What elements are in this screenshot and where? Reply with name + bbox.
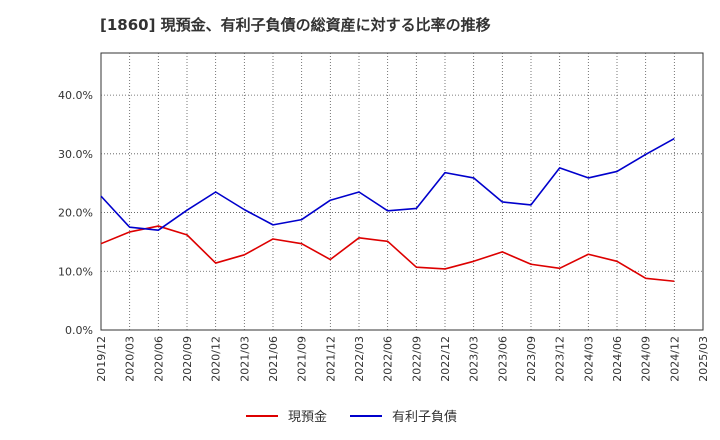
x-tick-label: 2022/09 bbox=[410, 336, 423, 382]
x-tick-label: 2020/09 bbox=[181, 336, 194, 382]
x-tick-label: 2020/06 bbox=[152, 336, 165, 382]
x-tick-label: 2021/06 bbox=[267, 336, 280, 382]
y-tick-label: 0.0% bbox=[65, 324, 93, 337]
x-tick-label: 2021/12 bbox=[324, 336, 337, 382]
x-tick-label: 2019/12 bbox=[95, 336, 108, 382]
x-tick-label: 2023/03 bbox=[468, 336, 481, 382]
x-tick-label: 2020/12 bbox=[210, 336, 223, 382]
x-tick-label: 2022/12 bbox=[439, 336, 452, 382]
series-line-0 bbox=[100, 225, 675, 283]
x-tick-label: 2022/06 bbox=[382, 336, 395, 382]
legend-label-1: 有利子負債 bbox=[392, 410, 457, 425]
x-tick-label: 2024/06 bbox=[611, 336, 624, 382]
x-tick-label: 2022/03 bbox=[353, 336, 366, 382]
x-tick-label: 2025/03 bbox=[697, 336, 710, 382]
y-tick-label: 20.0% bbox=[58, 207, 93, 220]
x-tick-label: 2021/09 bbox=[296, 336, 309, 382]
x-tick-label: 2024/03 bbox=[582, 336, 595, 382]
x-tick-label: 2020/03 bbox=[124, 336, 137, 382]
plot-area bbox=[100, 52, 704, 331]
x-axis-ticks: 2019/12 2020/03 2020/06 2020/09 2020/12 2021/… bbox=[95, 336, 710, 382]
series-line-1 bbox=[100, 137, 675, 231]
x-tick-label: 2023/09 bbox=[525, 336, 538, 382]
series-lines bbox=[100, 137, 675, 283]
y-tick-label: 10.0% bbox=[58, 265, 93, 278]
x-tick-label: 2021/03 bbox=[238, 336, 251, 382]
chart-title: [1860] 現預金、有利子負債の総資産に対する比率の推移 bbox=[100, 16, 491, 34]
y-axis-ticks: 0.0% 10.0% 20.0% 30.0% 40.0% bbox=[58, 89, 93, 337]
legend: 現預金 有利子負債 bbox=[246, 409, 457, 425]
x-tick-label: 2023/06 bbox=[496, 336, 509, 382]
y-tick-label: 30.0% bbox=[58, 148, 93, 161]
y-tick-label: 40.0% bbox=[58, 89, 93, 102]
x-tick-label: 2024/09 bbox=[640, 336, 653, 382]
legend-label-0: 現預金 bbox=[288, 409, 327, 425]
x-tick-label: 2023/12 bbox=[554, 336, 567, 382]
x-tick-label: 2024/12 bbox=[668, 336, 681, 382]
